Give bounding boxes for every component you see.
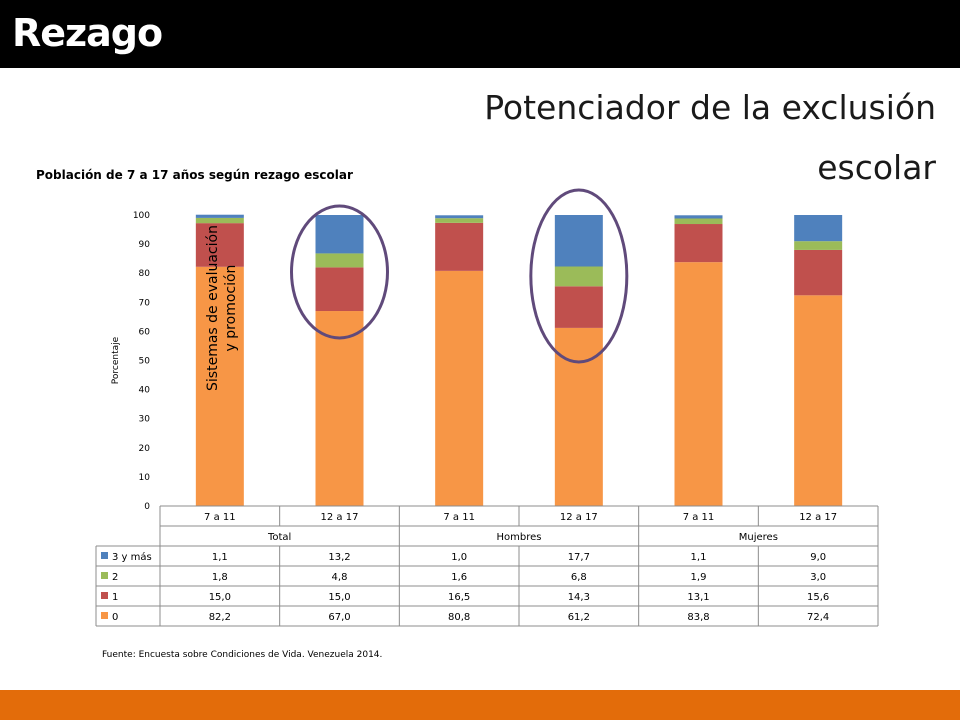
bar-segment <box>195 266 244 506</box>
x-category-label: 7 a 11 <box>683 512 715 523</box>
y-axis-label: Porcentaje <box>111 336 121 384</box>
data-label: 1,0 <box>451 552 467 563</box>
bar-segment <box>435 215 484 219</box>
y-tick-label: 30 <box>139 415 151 425</box>
data-label: 13,1 <box>687 592 709 603</box>
bar-segment <box>794 249 843 296</box>
data-label: 15,0 <box>209 592 231 603</box>
bar-segment <box>674 262 723 506</box>
source-note: Fuente: Encuesta sobre Condiciones de Vi… <box>102 650 383 660</box>
data-label: 3,0 <box>810 572 826 583</box>
data-label: 80,8 <box>448 612 470 623</box>
data-label: 83,8 <box>687 612 709 623</box>
y-tick-label: 0 <box>144 502 150 512</box>
data-label: 67,0 <box>328 612 350 623</box>
data-label: 16,5 <box>448 592 470 603</box>
x-group-label: Mujeres <box>739 532 778 543</box>
data-label: 6,8 <box>571 572 587 583</box>
bar-segment <box>794 295 843 506</box>
y-tick-label: 20 <box>139 444 151 454</box>
legend-label: 0 <box>112 612 118 623</box>
bar-segment <box>315 215 364 254</box>
data-label: 15,6 <box>807 592 829 603</box>
data-label: 14,3 <box>568 592 590 603</box>
bar-segment <box>794 241 843 250</box>
data-label: 17,7 <box>568 552 590 563</box>
y-tick-label: 40 <box>139 386 151 396</box>
legend-swatch <box>101 572 108 579</box>
legend-swatch <box>101 552 108 559</box>
highlight-ellipse <box>290 204 389 340</box>
bar-segment <box>435 218 484 223</box>
bar-segment <box>554 286 603 328</box>
data-label: 82,2 <box>209 612 231 623</box>
bar-segment <box>435 222 484 271</box>
x-category-label: 12 a 17 <box>799 512 837 523</box>
bar-segment <box>315 253 364 268</box>
chart-title: Población de 7 a 17 años según rezago es… <box>36 168 353 182</box>
y-tick-label: 60 <box>139 327 151 337</box>
legend-swatch <box>101 592 108 599</box>
data-label: 4,8 <box>332 572 348 583</box>
bar-segment <box>674 218 723 225</box>
x-category-label: 7 a 11 <box>443 512 475 523</box>
data-label: 13,2 <box>328 552 350 563</box>
bar-segment <box>794 215 843 242</box>
y-tick-label: 80 <box>139 269 151 279</box>
title-bar: Rezago <box>0 0 960 68</box>
data-label: 1,6 <box>451 572 467 583</box>
bar-segment <box>674 215 723 219</box>
data-label: 72,4 <box>807 612 829 623</box>
bar-segment <box>435 270 484 506</box>
bar-segment <box>195 223 244 267</box>
bar-segment <box>315 311 364 506</box>
data-label: 15,0 <box>328 592 350 603</box>
bar-segment <box>195 217 244 224</box>
y-tick-label: 50 <box>139 357 151 367</box>
x-category-label: 12 a 17 <box>321 512 359 523</box>
legend-label: 1 <box>112 592 118 603</box>
bar-segment <box>674 224 723 263</box>
data-label: 9,0 <box>810 552 826 563</box>
bar-segment <box>315 267 364 312</box>
bar-segment <box>554 266 603 287</box>
legend-swatch <box>101 612 108 619</box>
bar-segment <box>554 327 603 506</box>
data-label: 1,8 <box>212 572 228 583</box>
x-group-label: Total <box>267 532 291 543</box>
bar-segment <box>195 214 244 218</box>
bar-segment <box>554 215 603 267</box>
bottom-accent-bar <box>0 690 960 720</box>
x-category-label: 12 a 17 <box>560 512 598 523</box>
x-category-label: 7 a 11 <box>204 512 236 523</box>
slide-title: Rezago <box>12 11 163 55</box>
legend-label: 2 <box>112 572 118 583</box>
data-label: 1,1 <box>691 552 707 563</box>
data-label: 61,2 <box>568 612 590 623</box>
legend-label: 3 y más <box>112 551 152 563</box>
y-tick-label: 100 <box>133 211 150 221</box>
y-tick-label: 10 <box>139 473 151 483</box>
y-tick-label: 70 <box>139 298 151 308</box>
highlight-ellipse <box>529 188 629 364</box>
data-label: 1,1 <box>212 552 228 563</box>
data-label: 1,9 <box>691 572 707 583</box>
slide-subtitle: Potenciador de la exclusión escolar <box>484 88 936 187</box>
y-tick-label: 90 <box>139 240 151 250</box>
x-group-label: Hombres <box>497 532 542 543</box>
annotation-text: Sistemas de evaluación y promoción <box>205 225 239 391</box>
